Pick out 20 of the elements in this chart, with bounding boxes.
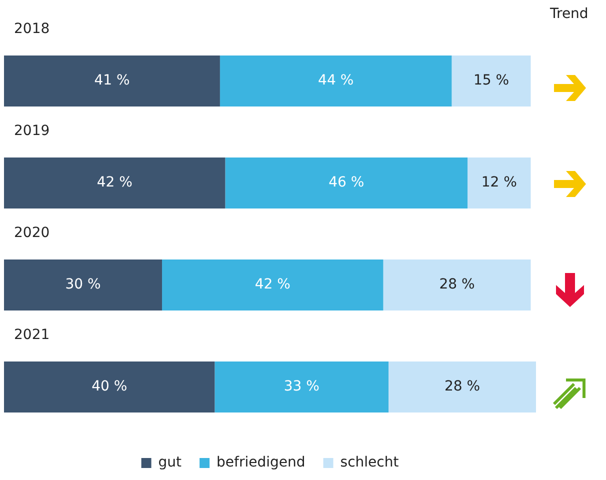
data-label: 40 %	[92, 378, 128, 395]
data-label: 30 %	[65, 276, 101, 293]
data-label: 28 %	[444, 378, 480, 395]
legend-label: befriedigend	[216, 454, 306, 471]
data-label: 28 %	[439, 276, 475, 293]
data-label: 41 %	[94, 72, 130, 89]
data-label: 46 %	[328, 174, 364, 191]
y-tick-label: 2019	[14, 123, 50, 140]
data-label: 42 %	[96, 174, 132, 191]
y-tick-label: 2021	[14, 327, 50, 344]
data-label: 33 %	[284, 378, 320, 395]
data-label: 44 %	[318, 72, 354, 89]
data-label: 42 %	[254, 276, 290, 293]
legend-label: gut	[158, 454, 182, 471]
data-label: 15 %	[473, 72, 510, 89]
y-tick-label: 2018	[14, 21, 50, 38]
data-label: 12 %	[481, 174, 517, 191]
text: Trend	[550, 6, 588, 22]
legend-label: schlecht	[340, 454, 400, 471]
y-tick-label: 2020	[14, 225, 50, 242]
